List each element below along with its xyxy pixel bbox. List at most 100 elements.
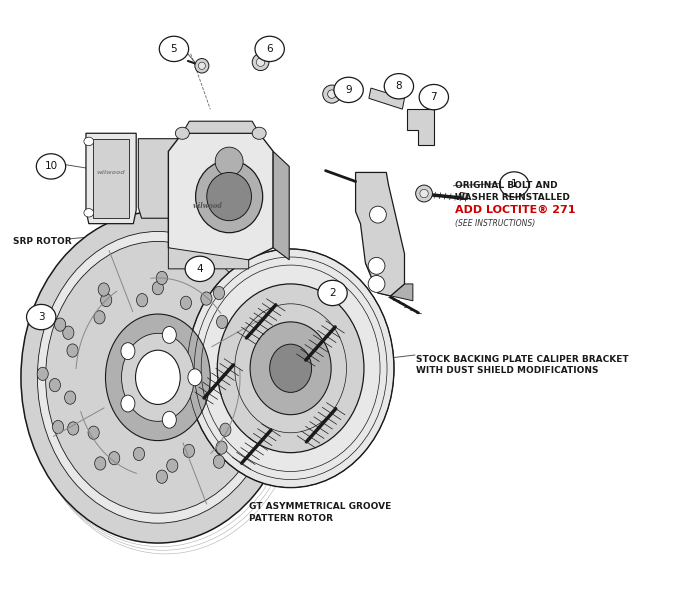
- Text: GT ASYMMETRICAL GROOVE
PATTERN ROTOR: GT ASYMMETRICAL GROOVE PATTERN ROTOR: [248, 502, 391, 522]
- Ellipse shape: [252, 54, 269, 71]
- Ellipse shape: [185, 256, 214, 281]
- Ellipse shape: [183, 445, 195, 458]
- Polygon shape: [93, 139, 129, 218]
- Ellipse shape: [160, 36, 188, 62]
- Text: 1: 1: [511, 179, 517, 190]
- Ellipse shape: [27, 304, 56, 330]
- Ellipse shape: [88, 426, 99, 439]
- Ellipse shape: [37, 367, 48, 381]
- Ellipse shape: [84, 137, 94, 146]
- Polygon shape: [169, 248, 248, 269]
- Ellipse shape: [162, 411, 176, 428]
- Ellipse shape: [217, 284, 364, 452]
- Ellipse shape: [106, 314, 210, 440]
- Ellipse shape: [84, 208, 94, 217]
- Ellipse shape: [419, 85, 449, 110]
- Ellipse shape: [241, 387, 252, 400]
- Ellipse shape: [216, 315, 228, 329]
- Ellipse shape: [416, 185, 433, 202]
- Ellipse shape: [63, 326, 74, 339]
- Polygon shape: [169, 133, 273, 260]
- Ellipse shape: [46, 242, 270, 513]
- Ellipse shape: [500, 172, 528, 197]
- Ellipse shape: [122, 333, 194, 422]
- Ellipse shape: [98, 283, 109, 296]
- Ellipse shape: [370, 206, 386, 223]
- Ellipse shape: [94, 457, 106, 470]
- Ellipse shape: [136, 350, 180, 405]
- Ellipse shape: [167, 459, 178, 472]
- Ellipse shape: [21, 211, 295, 543]
- Text: 7: 7: [430, 92, 437, 102]
- Ellipse shape: [338, 86, 351, 100]
- Ellipse shape: [318, 280, 347, 306]
- Text: 5: 5: [171, 44, 177, 54]
- Text: 4: 4: [197, 264, 203, 274]
- Ellipse shape: [368, 257, 385, 274]
- Ellipse shape: [198, 62, 205, 69]
- Ellipse shape: [255, 358, 266, 371]
- Ellipse shape: [256, 58, 265, 66]
- Ellipse shape: [255, 36, 284, 62]
- Ellipse shape: [162, 327, 176, 343]
- Text: 10: 10: [44, 161, 57, 172]
- Polygon shape: [86, 133, 136, 223]
- Text: 8: 8: [395, 82, 402, 91]
- Polygon shape: [369, 88, 405, 109]
- Polygon shape: [365, 263, 413, 301]
- Text: 6: 6: [266, 44, 273, 54]
- Ellipse shape: [94, 310, 105, 324]
- Ellipse shape: [55, 318, 66, 331]
- Ellipse shape: [206, 172, 251, 220]
- Ellipse shape: [214, 286, 225, 300]
- Ellipse shape: [214, 455, 225, 468]
- Polygon shape: [461, 192, 468, 199]
- Ellipse shape: [334, 77, 363, 103]
- Ellipse shape: [64, 391, 76, 404]
- Text: 9: 9: [345, 85, 352, 95]
- Ellipse shape: [181, 296, 192, 309]
- Ellipse shape: [252, 321, 263, 334]
- Ellipse shape: [153, 281, 164, 295]
- Ellipse shape: [108, 452, 120, 465]
- Text: ADD LOCTITE® 271: ADD LOCTITE® 271: [455, 204, 575, 214]
- Ellipse shape: [328, 90, 336, 98]
- Ellipse shape: [201, 292, 212, 305]
- Polygon shape: [356, 172, 405, 296]
- Text: wilwood: wilwood: [193, 202, 223, 210]
- Ellipse shape: [121, 342, 135, 359]
- Ellipse shape: [37, 231, 279, 523]
- Ellipse shape: [156, 271, 167, 284]
- Ellipse shape: [237, 344, 248, 357]
- Polygon shape: [139, 139, 178, 218]
- Ellipse shape: [188, 369, 202, 386]
- Ellipse shape: [187, 249, 394, 487]
- Ellipse shape: [216, 441, 227, 454]
- Ellipse shape: [68, 422, 79, 435]
- Ellipse shape: [195, 59, 209, 73]
- Ellipse shape: [270, 344, 312, 393]
- Ellipse shape: [175, 127, 189, 140]
- Text: STOCK BACKING PLATE CALIPER BRACKET
WITH DUST SHIELD MODIFICATIONS: STOCK BACKING PLATE CALIPER BRACKET WITH…: [416, 355, 629, 376]
- Ellipse shape: [67, 344, 78, 357]
- Ellipse shape: [252, 127, 266, 140]
- Ellipse shape: [101, 294, 112, 307]
- Text: 2: 2: [329, 288, 336, 298]
- Text: wilwood: wilwood: [97, 170, 125, 175]
- Ellipse shape: [267, 362, 279, 375]
- Ellipse shape: [134, 448, 145, 461]
- Polygon shape: [273, 152, 289, 260]
- Ellipse shape: [215, 147, 243, 176]
- Ellipse shape: [237, 320, 248, 333]
- Text: 3: 3: [38, 312, 45, 322]
- Polygon shape: [407, 109, 434, 146]
- Ellipse shape: [136, 294, 148, 307]
- Ellipse shape: [248, 404, 259, 417]
- Ellipse shape: [156, 470, 167, 483]
- Text: (SEE INSTRUCTIONS): (SEE INSTRUCTIONS): [455, 219, 535, 228]
- Ellipse shape: [36, 154, 66, 179]
- Text: ORIGINAL BOLT AND
WASHER REINSTALLED: ORIGINAL BOLT AND WASHER REINSTALLED: [455, 181, 570, 202]
- Polygon shape: [182, 121, 259, 133]
- Ellipse shape: [250, 322, 331, 415]
- Ellipse shape: [384, 74, 414, 99]
